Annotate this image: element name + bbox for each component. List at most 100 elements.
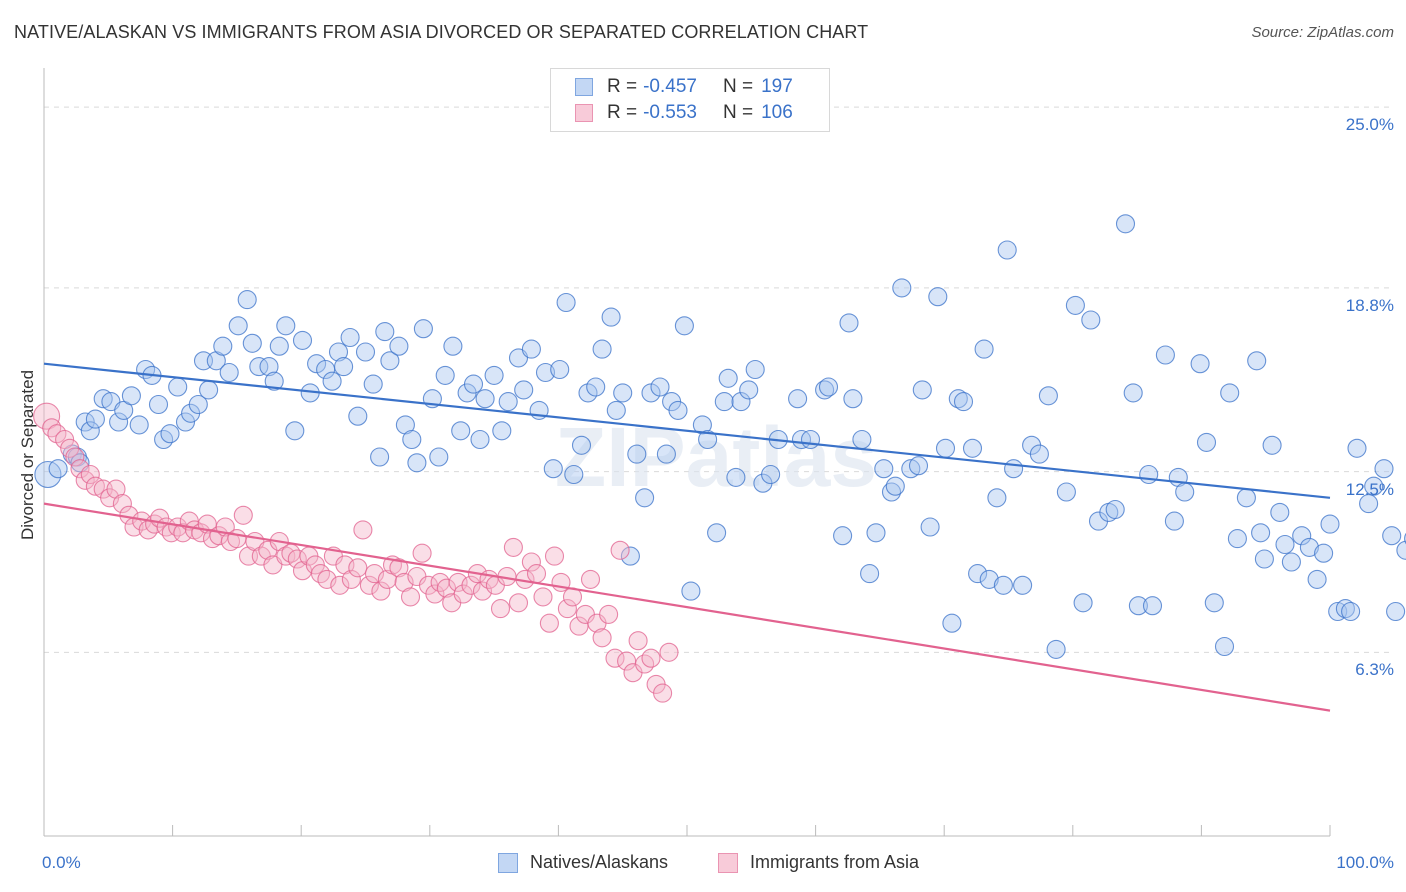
immigrants-point <box>412 543 432 563</box>
natives-point <box>571 435 592 455</box>
immigrants-point <box>80 464 100 485</box>
legend-n-value: 106 <box>761 102 793 123</box>
natives-point <box>237 290 257 310</box>
immigrants-point <box>544 546 565 566</box>
immigrants-point <box>641 648 661 668</box>
natives-point <box>1204 593 1224 613</box>
natives-point <box>242 333 262 353</box>
immigrants-point <box>400 587 421 607</box>
natives-point <box>1128 596 1148 616</box>
natives-point <box>322 371 342 391</box>
natives-point <box>199 380 219 400</box>
natives-point <box>979 569 999 589</box>
natives-point <box>627 444 647 464</box>
legend-row-natives: R = -0.457 N = 197 <box>575 75 793 99</box>
immigrants-point <box>85 476 105 496</box>
natives-point <box>429 447 449 467</box>
natives-point <box>942 613 962 633</box>
immigrants-point <box>425 584 445 604</box>
legend-label: Immigrants from Asia <box>750 852 920 872</box>
natives-point <box>1359 494 1379 514</box>
natives-point <box>920 517 940 537</box>
legend-r-value: -0.457 <box>643 76 697 97</box>
natives-point <box>1251 523 1271 543</box>
immigrants-point <box>55 429 75 450</box>
natives-point <box>881 482 902 502</box>
natives-trend-line <box>43 362 1331 499</box>
natives-point <box>492 421 512 441</box>
natives-point <box>885 476 905 496</box>
natives-point <box>1347 438 1367 458</box>
immigrants-point <box>359 575 379 595</box>
natives-point <box>818 377 839 397</box>
natives-point <box>586 377 606 397</box>
natives-point <box>285 421 305 441</box>
axes <box>43 68 1331 837</box>
y-tick-label: 6.3% <box>1355 660 1394 680</box>
natives-point <box>968 564 988 584</box>
natives-point <box>1227 529 1247 549</box>
immigrants-point <box>461 575 481 595</box>
natives-point <box>601 307 621 327</box>
natives-point <box>1270 502 1290 522</box>
natives-point <box>521 339 541 359</box>
natives-point <box>484 365 504 385</box>
natives-point <box>1073 593 1093 613</box>
natives-point <box>389 336 409 356</box>
immigrants-point <box>70 459 90 479</box>
natives-point <box>997 240 1017 260</box>
natives-point <box>1065 295 1085 315</box>
natives-point <box>328 342 349 362</box>
natives-point <box>1029 444 1049 464</box>
natives-point <box>443 336 463 356</box>
immigrants-point <box>47 424 67 444</box>
immigrants-point <box>106 479 126 499</box>
natives-point <box>188 394 208 415</box>
natives-point <box>1196 432 1217 452</box>
immigrants-point <box>389 558 409 578</box>
natives-point <box>860 564 880 584</box>
natives-point <box>692 415 712 435</box>
natives-point <box>264 371 284 391</box>
x-tick-label-min: 0.0% <box>42 853 81 872</box>
natives-point <box>912 380 932 400</box>
natives-point <box>1115 214 1136 234</box>
natives-point <box>370 447 390 467</box>
natives-point <box>987 488 1007 508</box>
natives-point <box>1262 435 1282 455</box>
natives-point <box>1004 459 1024 479</box>
natives-point <box>402 429 422 450</box>
natives-point <box>800 429 821 450</box>
natives-point <box>707 523 727 543</box>
immigrants-point <box>539 613 559 633</box>
natives-point <box>148 394 169 415</box>
natives-point <box>109 412 129 432</box>
natives-point <box>745 359 765 380</box>
natives-point <box>901 459 921 479</box>
immigrants-point <box>227 529 247 549</box>
natives-point <box>1364 476 1384 496</box>
immigrants-point <box>592 628 612 648</box>
natives-point <box>739 380 759 400</box>
natives-point <box>1214 636 1235 657</box>
natives-point <box>80 421 100 441</box>
immigrants-trend-line <box>43 502 1331 712</box>
natives-point <box>307 354 327 374</box>
natives-point <box>463 374 484 394</box>
bottom-legend-natives: Natives/Alaskans <box>498 852 668 873</box>
natives-point <box>93 389 113 409</box>
natives-point <box>219 362 239 383</box>
natives-point <box>928 287 948 307</box>
natives-point <box>1341 601 1361 622</box>
immigrants-point <box>75 470 95 490</box>
natives-point <box>85 409 105 429</box>
natives-point <box>1275 534 1295 555</box>
natives-point <box>1105 499 1125 520</box>
natives-point <box>1056 482 1076 502</box>
natives-point <box>348 406 368 426</box>
natives-point <box>470 429 490 450</box>
natives-point <box>259 357 279 377</box>
natives-point <box>514 380 534 400</box>
natives-point <box>1396 540 1406 560</box>
